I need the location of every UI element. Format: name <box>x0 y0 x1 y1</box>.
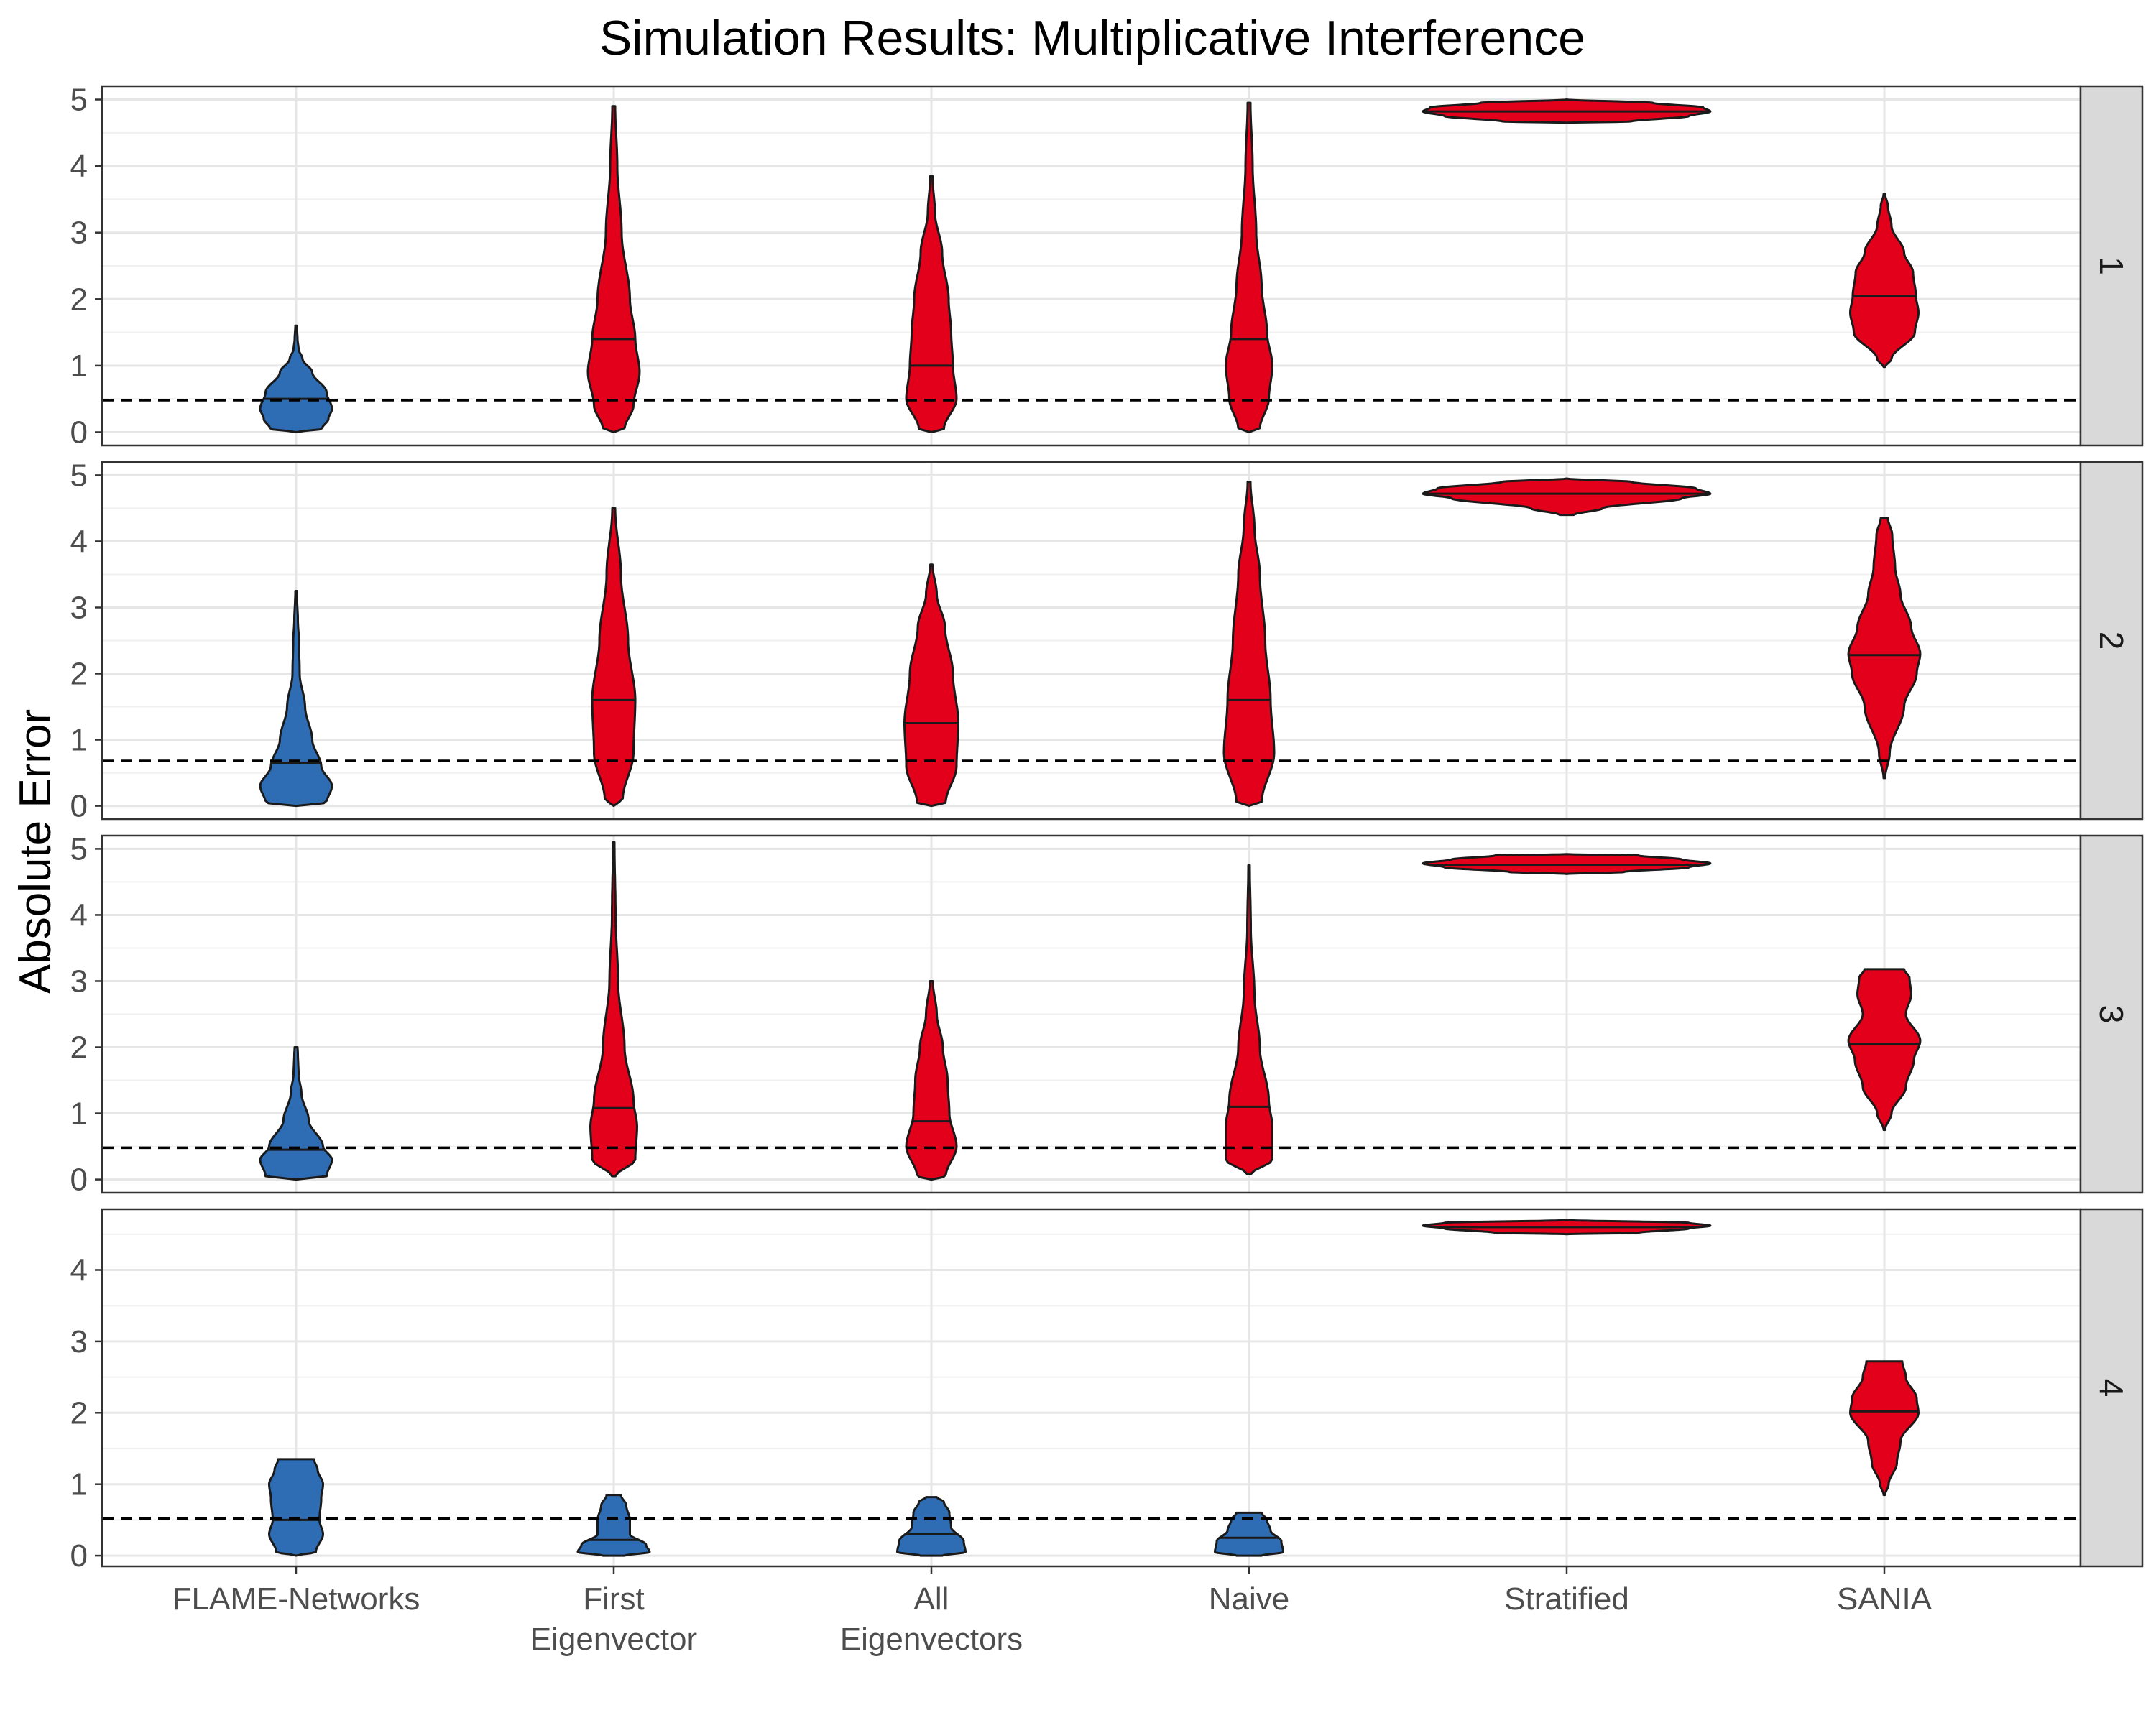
violin-naive-panel-4 <box>1214 1511 1284 1557</box>
x-tick-label-stratified: Stratified <box>1504 1581 1629 1617</box>
y-tick-label: 0 <box>70 789 88 824</box>
x-tick-label-line: Eigenvector <box>530 1622 697 1657</box>
violin-sania-panel-3 <box>1847 968 1922 1132</box>
y-tick-label: 5 <box>70 83 88 118</box>
x-tick-label-line: SANIA <box>1837 1581 1932 1617</box>
violin-first-eigenvector-panel-3 <box>589 841 638 1178</box>
chart-title: Simulation Results: Multiplicative Inter… <box>599 11 1585 65</box>
facet-panel-3: 0 1 2 3 4 5 3 <box>70 831 2144 1198</box>
y-tick-label: 3 <box>70 216 88 251</box>
violin-sania-panel-4 <box>1849 1360 1920 1497</box>
y-tick-label: 4 <box>70 524 88 559</box>
facet-strip <box>2079 834 2144 1194</box>
violin-flame-networks-panel-2 <box>259 590 333 808</box>
facet-panels: 0 1 2 3 4 5 1 0 1 2 3 4 5 2 0 1 2 3 4 5 3 0 1 2 3 4 4 <box>70 83 2144 1574</box>
y-tick-label: 3 <box>70 964 88 999</box>
facet-strip-label: 1 <box>2093 257 2130 275</box>
x-tick-label-sania: SANIA <box>1837 1581 1932 1617</box>
y-tick-label: 0 <box>70 415 88 450</box>
facet-strip <box>2079 85 2144 447</box>
y-tick-label: 2 <box>70 282 88 317</box>
y-tick-label: 4 <box>70 1252 88 1288</box>
violin-all-eigenvectors-panel-3 <box>905 980 958 1181</box>
facet-panel-2: 0 1 2 3 4 5 2 <box>70 458 2144 824</box>
facet-panel-4: 0 1 2 3 4 4 <box>70 1208 2144 1574</box>
facet-strip <box>2079 461 2144 821</box>
y-tick-label: 1 <box>70 723 88 758</box>
y-tick-label: 1 <box>70 1467 88 1502</box>
facet-strip <box>2079 1208 2144 1568</box>
violin-flame-networks-panel-4 <box>268 1458 324 1557</box>
x-tick-label-all-eigenvectors: All Eigenvectors <box>840 1581 1023 1657</box>
x-tick-label-naive: Naive <box>1209 1581 1290 1617</box>
violin-all-eigenvectors-panel-4 <box>896 1496 967 1557</box>
violin-stratified-panel-2 <box>1422 477 1712 517</box>
facet-strip-label: 3 <box>2093 1005 2130 1024</box>
y-tick-label: 0 <box>70 1163 88 1198</box>
y-tick-label: 5 <box>70 458 88 493</box>
x-tick-label-line: Eigenvectors <box>840 1622 1023 1657</box>
y-tick-label: 5 <box>70 831 88 867</box>
violin-flame-networks-panel-1 <box>259 324 333 433</box>
y-tick-label: 2 <box>70 657 88 692</box>
facet-strip-label: 2 <box>2093 632 2130 650</box>
x-tick-label-line: All <box>914 1581 949 1617</box>
x-tick-label-first-eigenvector: First Eigenvector <box>530 1581 697 1657</box>
violin-first-eigenvector-panel-1 <box>586 105 641 433</box>
violin-naive-panel-3 <box>1225 864 1273 1175</box>
violin-all-eigenvectors-panel-2 <box>903 563 959 808</box>
panel-background <box>102 1209 2081 1566</box>
facet-strip-label: 4 <box>2093 1379 2130 1397</box>
violin-sania-panel-2 <box>1847 517 1922 780</box>
x-tick-label-line: Naive <box>1209 1581 1290 1617</box>
x-tick-label-line: Stratified <box>1504 1581 1629 1617</box>
y-tick-label: 4 <box>70 897 88 933</box>
y-tick-label: 1 <box>70 1096 88 1132</box>
y-tick-label: 1 <box>70 348 88 384</box>
y-tick-label: 4 <box>70 149 88 184</box>
violin-first-eigenvector-panel-2 <box>591 507 637 808</box>
y-tick-label: 2 <box>70 1395 88 1431</box>
facet-panel-1: 0 1 2 3 4 5 1 <box>70 83 2144 450</box>
violin-naive-panel-1 <box>1225 101 1273 433</box>
violin-flame-networks-panel-3 <box>259 1046 333 1181</box>
y-tick-label: 3 <box>70 590 88 625</box>
y-tick-label: 2 <box>70 1030 88 1066</box>
violin-sania-panel-1 <box>1849 193 1920 369</box>
violin-naive-panel-2 <box>1222 481 1276 808</box>
x-axis: FLAME-Networks First Eigenvector All Eigenve… <box>172 1566 1932 1657</box>
x-tick-label-line: FLAME-Networks <box>172 1581 420 1617</box>
y-axis-label: Absolute Error <box>11 709 60 994</box>
x-tick-label-flame-networks: FLAME-Networks <box>172 1581 420 1617</box>
y-tick-label: 0 <box>70 1538 88 1574</box>
y-tick-label: 3 <box>70 1324 88 1359</box>
x-tick-label-line: First <box>583 1581 645 1617</box>
violin-all-eigenvectors-panel-1 <box>905 175 958 433</box>
